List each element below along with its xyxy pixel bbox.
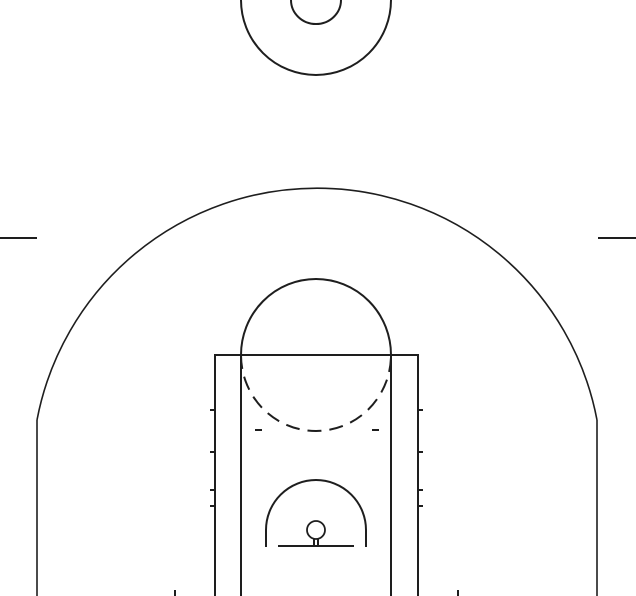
lane <box>214 354 419 596</box>
lane-space-marks <box>210 409 423 507</box>
restricted-area-arc <box>265 479 367 547</box>
three-point-arc <box>36 187 598 421</box>
center-circle <box>240 0 392 76</box>
center-circle-inner <box>290 0 342 25</box>
free-throw-circle-solid <box>240 278 392 356</box>
center-circle-outer <box>240 0 392 76</box>
inner-lane <box>240 355 392 596</box>
hoop <box>306 520 326 540</box>
outer-lane <box>214 354 419 596</box>
free-throw-circle-dashed <box>240 354 392 432</box>
three-point-line <box>36 187 598 596</box>
